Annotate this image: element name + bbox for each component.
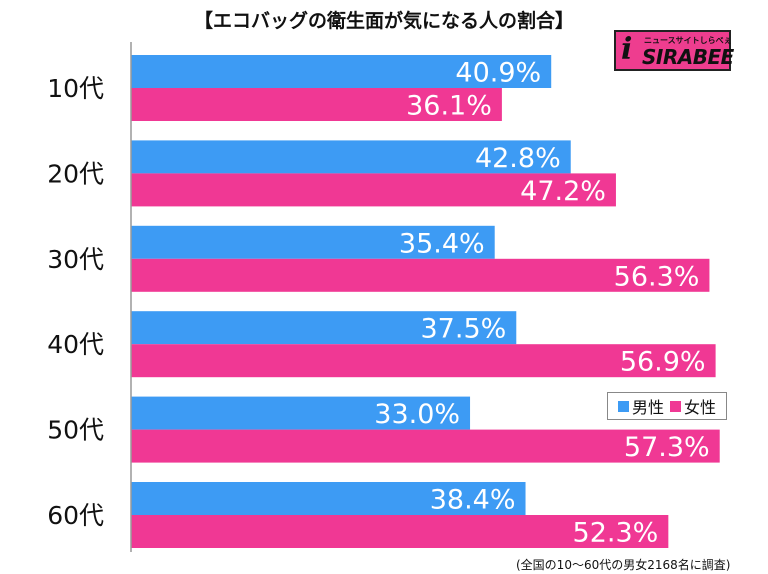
footnote: (全国の10〜60代の男女2168名に調査) bbox=[516, 558, 731, 572]
bars-group: 40.9%36.1% 42.8%47.2% 35.4% 56.3% 37.5% 56.9%… bbox=[131, 55, 720, 549]
bar bbox=[131, 515, 669, 548]
category-label: 60代 bbox=[47, 501, 104, 530]
category-label: 20代 bbox=[47, 159, 104, 188]
category-label: 10代 bbox=[47, 74, 104, 103]
chart-title: 【エコバッグの衛生面が気になる人の割合】 bbox=[193, 10, 574, 32]
value-label: 33.0% bbox=[374, 399, 460, 430]
bar bbox=[131, 311, 517, 345]
bar bbox=[131, 88, 502, 121]
bar bbox=[131, 55, 552, 88]
bar bbox=[131, 482, 526, 515]
value-label: 40.9% bbox=[455, 58, 541, 89]
legend: 男性 女性 bbox=[607, 392, 727, 420]
category-label: 40代 bbox=[47, 330, 104, 359]
value-label: 37.5% bbox=[421, 314, 507, 345]
value-label: 47.2% bbox=[520, 176, 606, 207]
bar bbox=[131, 396, 471, 430]
value-label: 56.9% bbox=[620, 347, 706, 378]
legend-label-female: 女性 bbox=[684, 398, 717, 417]
category-labels: 10代 20代 30代 40代 50代 60代 bbox=[47, 74, 104, 530]
value-label: 52.3% bbox=[573, 518, 659, 549]
bar bbox=[131, 140, 571, 174]
bar bbox=[131, 258, 710, 292]
logo-mark: i bbox=[621, 32, 633, 67]
value-label: 56.3% bbox=[614, 261, 700, 292]
legend-item-male: 男性 bbox=[617, 394, 664, 418]
sirabee-logo: i ニュースサイトしらべぇ SIRABEE bbox=[614, 30, 734, 71]
logo-subtext: ニュースサイトしらべぇ bbox=[644, 36, 732, 45]
value-label: 36.1% bbox=[406, 91, 492, 122]
legend-swatch-male bbox=[617, 400, 629, 412]
logo-text: SIRABEE bbox=[642, 45, 734, 69]
legend-item-female: 女性 bbox=[670, 394, 716, 418]
value-label: 57.3% bbox=[624, 432, 710, 463]
value-label: 35.4% bbox=[399, 228, 485, 259]
bar bbox=[131, 344, 716, 378]
bar bbox=[131, 429, 720, 463]
legend-label-male: 男性 bbox=[631, 398, 664, 417]
value-label: 42.8% bbox=[475, 143, 561, 174]
legend-swatch-female bbox=[670, 400, 681, 412]
category-label: 30代 bbox=[47, 245, 104, 274]
bar bbox=[131, 173, 616, 207]
bar bbox=[131, 225, 495, 259]
category-label: 50代 bbox=[47, 416, 104, 445]
value-label: 38.4% bbox=[430, 485, 516, 516]
